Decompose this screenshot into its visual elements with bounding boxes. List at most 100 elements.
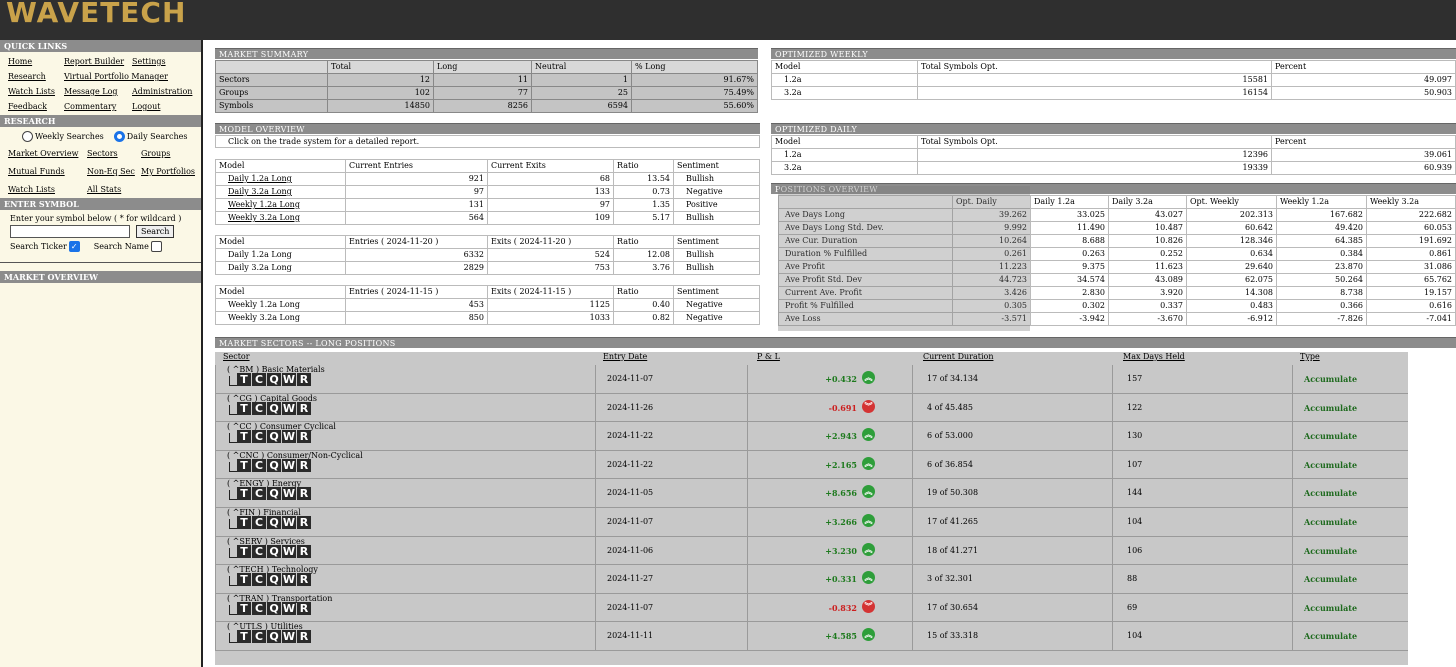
tcqwr-button-r[interactable]: R xyxy=(297,373,311,386)
tcqwr-button-r[interactable]: R xyxy=(297,458,311,472)
tcqwr-button-c[interactable]: C xyxy=(252,458,266,472)
tcqwr-button-t[interactable]: T xyxy=(237,458,251,472)
link-sectors[interactable]: Sectors xyxy=(87,149,118,158)
tcqwr-button-t[interactable]: T xyxy=(237,373,251,386)
tcqwr-button-w[interactable]: W xyxy=(282,630,296,644)
tcqwr-button-t[interactable]: T xyxy=(237,601,251,615)
tcqwr-button-q[interactable]: Q xyxy=(267,573,281,587)
max-days-held-column-header[interactable]: Max Days Held xyxy=(1123,352,1185,361)
sector-row[interactable]: ( ^SERV ) Services T C Q W R 2024-11-06 +3.230 ︽… xyxy=(215,536,1408,566)
sector-name[interactable]: ( ^TECH ) Technology xyxy=(227,565,318,575)
tcqwr-button-r[interactable]: R xyxy=(297,487,311,501)
sector-column-header[interactable]: Sector xyxy=(223,352,250,361)
sector-row[interactable]: ( ^CG ) Capital Goods T C Q W R 2024-11-26 -0.6… xyxy=(215,393,1408,423)
weekly-searches-radio[interactable]: Weekly Searches xyxy=(22,131,104,142)
tcqwr-button-r[interactable]: R xyxy=(297,573,311,587)
link-non-eq-sec[interactable]: Non-Eq Sec xyxy=(87,167,135,176)
sector-name[interactable]: ( ^UTLS ) Utilities xyxy=(227,622,303,632)
link-report-builder[interactable]: Report Builder xyxy=(64,57,125,66)
search-ticker-checkbox[interactable]: Search Ticker ✓ xyxy=(10,241,80,252)
sector-row[interactable]: ( ^FIN ) Financial T C Q W R 2024-11-07 +3.266 ︽… xyxy=(215,508,1408,537)
sector-name[interactable]: ( ^CC ) Consumer Cyclical xyxy=(227,422,336,432)
tcqwr-button-c[interactable]: C xyxy=(252,487,266,501)
tcqwr-button-c[interactable]: C xyxy=(252,373,266,386)
tcqwr-button-q[interactable]: Q xyxy=(267,458,281,472)
tcqwr-button-q[interactable]: Q xyxy=(267,430,281,444)
sector-name[interactable]: ( ^BM ) Basic Materials xyxy=(227,365,325,374)
tcqwr-button-r[interactable]: R xyxy=(297,544,311,558)
search-name-checkbox[interactable]: Search Name xyxy=(94,241,162,252)
tcqwr-button-c[interactable]: C xyxy=(252,601,266,615)
tcqwr-button-r[interactable]: R xyxy=(297,630,311,644)
sector-name[interactable]: ( ^SERV ) Services xyxy=(227,536,305,546)
tcqwr-button-c[interactable]: C xyxy=(252,430,266,444)
pl-column-header[interactable]: P & L xyxy=(757,352,780,361)
link-research[interactable]: Research xyxy=(8,72,46,81)
wavetech-logo[interactable]: WAVETECH xyxy=(6,0,187,29)
tcqwr-button-q[interactable]: Q xyxy=(267,401,281,415)
model-link-daily-1-2a[interactable]: Daily 1.2a Long xyxy=(215,172,346,186)
tcqwr-button-c[interactable]: C xyxy=(252,544,266,558)
sector-row[interactable]: ( ^UTLS ) Utilities T C Q W R 2024-11-11 +4.585… xyxy=(215,622,1408,651)
table-row[interactable]: Daily 1.2a Long 921 68 13.54 Bullish xyxy=(215,172,760,186)
tcqwr-button-w[interactable]: W xyxy=(282,430,296,444)
tcqwr-button-w[interactable]: W xyxy=(282,458,296,472)
tcqwr-button-r[interactable]: R xyxy=(297,430,311,444)
link-home[interactable]: Home xyxy=(8,57,33,66)
link-groups[interactable]: Groups xyxy=(141,149,171,158)
sector-row[interactable]: ( ^CNC ) Consumer/Non-Cyclical T C Q W R 2024-… xyxy=(215,450,1408,480)
tcqwr-button-r[interactable]: R xyxy=(297,601,311,615)
tcqwr-button-c[interactable]: C xyxy=(252,401,266,415)
tcqwr-button-w[interactable]: W xyxy=(282,516,296,529)
table-row[interactable]: Daily 3.2a Long 97 133 0.73 Negative xyxy=(215,185,760,199)
tcqwr-button-t[interactable]: T xyxy=(237,573,251,587)
sector-name[interactable]: ( ^FIN ) Financial xyxy=(227,508,301,517)
tcqwr-button-t[interactable]: T xyxy=(237,630,251,644)
table-row[interactable]: Weekly 3.2a Long 564 109 5.17 Bullish xyxy=(215,211,760,225)
sector-name[interactable]: ( ^CNC ) Consumer/Non-Cyclical xyxy=(227,450,363,460)
tcqwr-button-w[interactable]: W xyxy=(282,601,296,615)
tcqwr-button-c[interactable]: C xyxy=(252,516,266,529)
tcqwr-button-r[interactable]: R xyxy=(297,401,311,415)
link-feedback[interactable]: Feedback xyxy=(8,102,47,111)
link-message-log[interactable]: Message Log xyxy=(64,87,118,96)
sector-row[interactable]: ( ^CC ) Consumer Cyclical T C Q W R 2024-11-22… xyxy=(215,422,1408,451)
sector-row[interactable]: ( ^TECH ) Technology T C Q W R 2024-11-27 +0.33… xyxy=(215,565,1408,594)
tcqwr-button-q[interactable]: Q xyxy=(267,516,281,529)
sector-name[interactable]: ( ^TRAN ) Transportation xyxy=(227,593,333,603)
tcqwr-button-t[interactable]: T xyxy=(237,430,251,444)
model-link-weekly-1-2a[interactable]: Weekly 1.2a Long xyxy=(215,198,346,212)
link-administration[interactable]: Administration xyxy=(132,87,193,96)
sector-name[interactable]: ( ^CG ) Capital Goods xyxy=(227,393,317,403)
tcqwr-button-t[interactable]: T xyxy=(237,544,251,558)
link-commentary[interactable]: Commentary xyxy=(64,102,117,111)
tcqwr-button-q[interactable]: Q xyxy=(267,601,281,615)
tcqwr-button-t[interactable]: T xyxy=(237,401,251,415)
sector-row[interactable]: ( ^ENGY ) Energy T C Q W R 2024-11-05 +8.656 ︽ 19… xyxy=(215,479,1408,508)
sector-row[interactable]: ( ^TRAN ) Transportation T C Q W R 2024-11-07 -… xyxy=(215,593,1408,623)
table-row[interactable]: Weekly 1.2a Long 131 97 1.35 Positive xyxy=(215,198,760,212)
tcqwr-button-t[interactable]: T xyxy=(237,516,251,529)
search-button[interactable]: Search xyxy=(136,225,175,238)
tcqwr-button-w[interactable]: W xyxy=(282,544,296,558)
tcqwr-button-w[interactable]: W xyxy=(282,487,296,501)
link-all-stats[interactable]: All Stats xyxy=(87,185,122,194)
entry-date-column-header[interactable]: Entry Date xyxy=(603,352,648,361)
symbol-input[interactable] xyxy=(10,225,130,238)
tcqwr-button-q[interactable]: Q xyxy=(267,630,281,644)
tcqwr-button-w[interactable]: W xyxy=(282,401,296,415)
model-link-weekly-3-2a[interactable]: Weekly 3.2a Long xyxy=(215,211,346,225)
link-logout[interactable]: Logout xyxy=(132,102,161,111)
link-virtual-portfolio-manager[interactable]: Virtual Portfolio Manager xyxy=(64,72,168,81)
link-watch-lists[interactable]: Watch Lists xyxy=(8,87,55,96)
tcqwr-button-q[interactable]: Q xyxy=(267,487,281,501)
link-my-portfolios[interactable]: My Portfolios xyxy=(141,167,195,176)
link-settings[interactable]: Settings xyxy=(132,57,166,66)
tcqwr-button-c[interactable]: C xyxy=(252,573,266,587)
link-watch-lists-2[interactable]: Watch Lists xyxy=(8,185,55,194)
tcqwr-button-t[interactable]: T xyxy=(237,487,251,501)
tcqwr-button-r[interactable]: R xyxy=(297,516,311,529)
tcqwr-button-q[interactable]: Q xyxy=(267,544,281,558)
tcqwr-button-w[interactable]: W xyxy=(282,373,296,386)
link-market-overview[interactable]: Market Overview xyxy=(8,149,79,158)
